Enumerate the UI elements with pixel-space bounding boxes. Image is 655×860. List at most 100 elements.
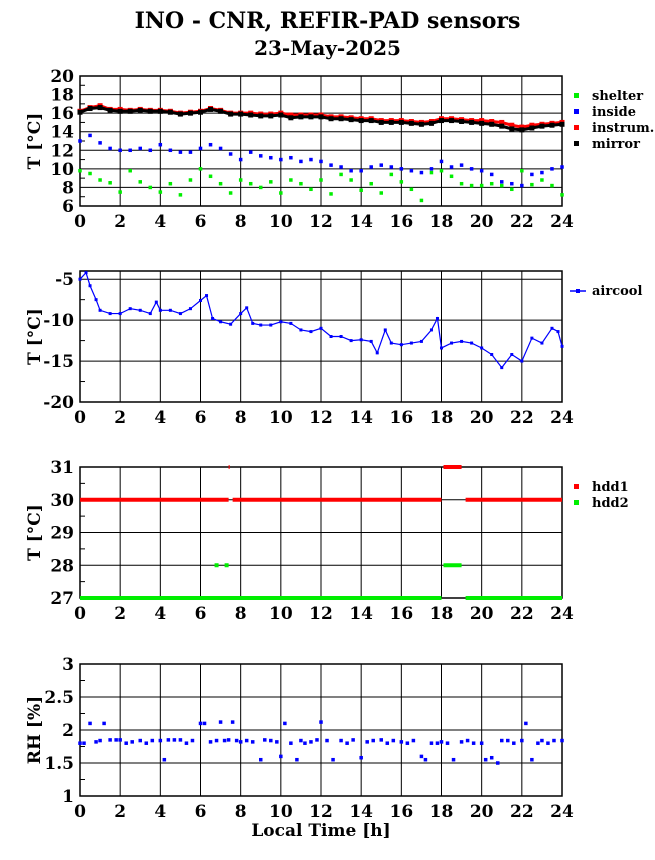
plot-frame [79, 663, 563, 797]
data-point [138, 180, 142, 184]
data-point [190, 738, 195, 743]
data-point [148, 148, 153, 153]
data-point [259, 154, 263, 158]
x-tick-label: 18 [430, 802, 454, 822]
data-point [158, 308, 162, 312]
data-point [489, 181, 494, 186]
x-tick-label: 24 [550, 604, 574, 624]
legend-marker [574, 141, 579, 146]
data-point [128, 307, 132, 311]
x-tick-label: 4 [154, 408, 166, 428]
y-tick-label: 27 [50, 589, 74, 609]
data-point [429, 328, 433, 332]
data-point [319, 159, 323, 164]
y-axis-label: RH [%] [25, 696, 45, 764]
y-tick-label: -15 [43, 352, 74, 372]
legend-marker [574, 500, 579, 505]
data-point [339, 738, 343, 743]
data-point [251, 321, 255, 325]
data-point [269, 323, 273, 327]
data-point [540, 341, 544, 345]
data-point [459, 181, 464, 186]
data-point [82, 741, 86, 745]
y-tick-label: 6 [62, 197, 74, 217]
data-point [550, 326, 554, 330]
data-point [349, 168, 353, 173]
data-point [299, 738, 303, 743]
data-point [98, 738, 102, 743]
data-point [228, 152, 233, 156]
data-point [349, 339, 353, 343]
y-tick-label: 16 [50, 104, 74, 124]
data-point [259, 185, 263, 190]
x-tick-label: 2 [114, 802, 126, 822]
data-point [98, 308, 102, 312]
x-tick-label: 0 [74, 408, 86, 428]
data-point [560, 193, 564, 197]
legend-label: hdd1 [592, 480, 629, 495]
data-point [329, 192, 333, 196]
x-tick-label: 0 [74, 212, 86, 232]
data-point [439, 740, 444, 744]
data-point [489, 172, 494, 177]
data-point [483, 757, 488, 762]
x-tick-label: 20 [470, 212, 494, 232]
data-point [269, 180, 273, 184]
data-point [245, 306, 249, 310]
data-point [188, 150, 193, 154]
y-tick-label: 29 [50, 524, 74, 544]
data-point [208, 142, 213, 147]
data-point [219, 320, 223, 324]
y-tick-label: 2 [62, 721, 74, 741]
data-point [188, 178, 193, 182]
panel-4 [78, 663, 564, 797]
x-tick-label: 18 [430, 604, 454, 624]
x-tick-label: 22 [510, 802, 534, 822]
x-tick-label: 6 [195, 212, 207, 232]
data-point [168, 308, 172, 312]
data-point [389, 341, 393, 345]
x-tick-label: 12 [309, 408, 333, 428]
data-point [385, 741, 390, 745]
data-point [479, 168, 484, 173]
data-point [450, 341, 454, 345]
data-point [419, 339, 423, 343]
data-point [460, 339, 464, 343]
x-tick-label: 8 [235, 604, 247, 624]
x-tick-label: 6 [195, 604, 207, 624]
data-point [168, 148, 173, 153]
data-point [479, 741, 484, 745]
data-point [279, 754, 283, 759]
data-point [405, 741, 410, 745]
data-point [295, 757, 299, 762]
data-point [299, 181, 303, 186]
data-point [114, 738, 118, 742]
data-point [84, 271, 88, 275]
data-point [94, 298, 98, 302]
data-point [199, 298, 202, 302]
x-tick-label: 2 [114, 408, 126, 428]
x-tick-label: 12 [309, 802, 333, 822]
x-tick-label: 10 [269, 802, 293, 822]
data-point [331, 757, 335, 762]
data-point [78, 741, 82, 745]
data-point [226, 738, 231, 742]
data-point [138, 738, 142, 743]
panel-1 [77, 75, 579, 207]
data-point [150, 738, 155, 743]
x-tick-label: 2 [114, 604, 126, 624]
data-point [124, 741, 128, 745]
data-point [429, 170, 434, 175]
data-point [409, 187, 414, 192]
data-point [303, 741, 307, 745]
data-point [218, 720, 223, 724]
data-point [250, 740, 255, 744]
data-point [399, 740, 404, 744]
data-point [279, 191, 283, 195]
data-point [289, 741, 293, 745]
data-point [269, 155, 273, 160]
x-tick-label: 8 [235, 802, 247, 822]
data-point [289, 321, 293, 325]
data-point [138, 308, 142, 312]
x-tick-label: 16 [389, 212, 413, 232]
